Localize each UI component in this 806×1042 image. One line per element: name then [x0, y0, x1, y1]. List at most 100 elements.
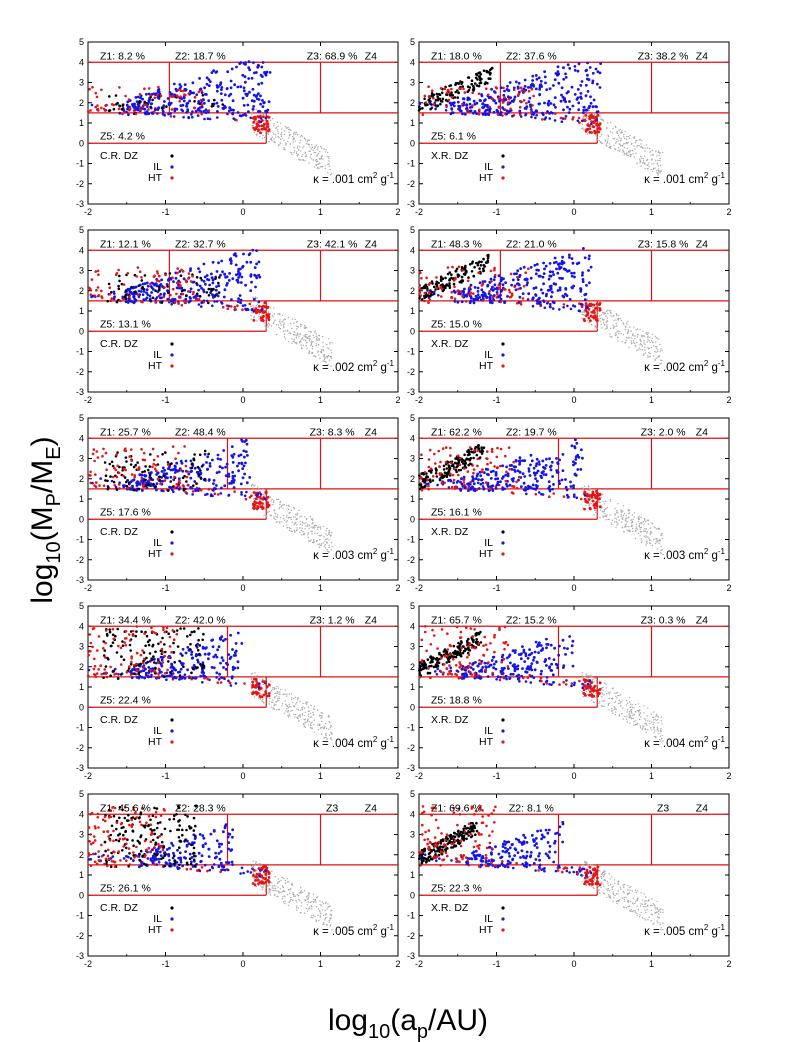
data-point-il — [565, 91, 569, 95]
data-point-background — [280, 505, 283, 508]
data-point-band — [94, 105, 97, 109]
data-point-il — [236, 278, 240, 282]
data-point-ht-z1 — [117, 268, 120, 272]
data-point-background — [637, 334, 639, 336]
legend-il: IL — [484, 349, 493, 361]
data-point-il — [556, 289, 560, 292]
data-point-band — [190, 115, 194, 119]
data-point-il — [211, 293, 214, 297]
data-point-ht-z1 — [506, 101, 510, 104]
data-point-il — [257, 92, 260, 96]
data-point-il — [173, 298, 177, 301]
data-point-background — [658, 356, 660, 358]
data-point-background — [280, 135, 282, 137]
data-point-band — [255, 122, 259, 126]
data-point-dz — [455, 462, 459, 465]
data-point-band — [566, 304, 569, 308]
data-point-band — [573, 495, 576, 498]
data-point-il — [532, 287, 536, 290]
data-point-dz — [448, 84, 451, 88]
data-point-dz — [180, 289, 184, 293]
data-point-background — [274, 513, 277, 515]
data-point-background — [283, 324, 285, 326]
data-point-il — [588, 281, 591, 285]
data-point-dz — [439, 99, 443, 103]
data-point-background — [320, 157, 322, 160]
data-point-dz — [462, 462, 465, 465]
data-point-ht — [593, 131, 597, 135]
data-point-band — [219, 492, 223, 495]
data-point-il — [239, 482, 243, 486]
data-point-il — [585, 284, 588, 287]
data-point-il — [544, 264, 548, 268]
data-point-il — [569, 480, 572, 484]
legend-il: IL — [153, 349, 162, 361]
data-point-il — [223, 272, 227, 276]
x-tick-label: 0 — [571, 395, 576, 405]
data-point-il — [251, 107, 255, 111]
data-point-ht-z1 — [98, 484, 101, 487]
data-point-background — [293, 146, 295, 149]
data-point-background — [625, 517, 627, 519]
data-point-background — [311, 533, 313, 535]
data-point-dz — [104, 474, 108, 478]
data-point-background — [326, 548, 328, 551]
data-point-ht-z1 — [467, 486, 471, 489]
data-point-background — [296, 343, 298, 345]
data-point-background — [612, 138, 614, 140]
data-point-background — [622, 150, 625, 152]
y-tick-label: 0 — [79, 138, 84, 148]
data-point-background — [638, 139, 641, 141]
data-point-il — [132, 294, 136, 298]
data-point-il — [212, 479, 216, 482]
data-point-il — [173, 471, 177, 474]
data-point-ht-z1 — [181, 484, 185, 488]
data-point-il — [487, 113, 491, 116]
data-point-background — [317, 526, 319, 529]
data-point-il — [244, 80, 247, 84]
data-point-background — [649, 151, 651, 154]
data-point-ht — [255, 507, 259, 510]
data-point-il — [527, 292, 531, 296]
data-point-il — [189, 470, 193, 473]
zone-label-z3: Z3: 38.2 % — [638, 50, 689, 62]
data-point-dz — [161, 106, 164, 110]
data-point-band — [259, 493, 263, 496]
data-point-background — [630, 337, 632, 339]
data-point-background — [654, 335, 657, 338]
data-point-background — [312, 334, 314, 336]
data-point-background — [311, 352, 313, 354]
data-point-background — [279, 142, 282, 144]
data-point-il — [204, 108, 208, 112]
data-point-background — [623, 143, 625, 145]
legend-dz: X.R. DZ — [431, 150, 469, 162]
data-point-il — [237, 270, 240, 273]
data-point-il — [243, 440, 247, 443]
data-point-dz — [474, 445, 478, 449]
data-point-il — [480, 93, 483, 96]
data-point-background — [642, 147, 644, 149]
data-point-il — [540, 471, 544, 474]
data-point-il — [572, 486, 575, 490]
data-point-il — [555, 267, 558, 271]
zone-label-z2: Z2: 37.6 % — [506, 50, 557, 62]
data-point-band — [553, 119, 557, 122]
data-point-background — [292, 141, 294, 143]
data-point-background — [304, 340, 307, 342]
data-point-background — [320, 350, 323, 352]
data-point-background — [310, 539, 312, 541]
data-point-dz — [468, 450, 471, 453]
data-point-il — [135, 481, 139, 485]
y-tick-label: -1 — [76, 159, 84, 169]
data-point-background — [641, 540, 643, 542]
y-tick-label: 0 — [79, 326, 84, 336]
data-point-il — [487, 292, 491, 295]
data-point-band — [476, 481, 480, 485]
data-point-background — [326, 155, 328, 158]
data-point-dz — [166, 461, 170, 464]
data-point-background — [252, 296, 254, 298]
data-point-il — [531, 74, 535, 78]
data-point-background — [289, 511, 291, 514]
data-point-dz — [460, 275, 464, 279]
y-tick-label: -3 — [76, 763, 84, 773]
